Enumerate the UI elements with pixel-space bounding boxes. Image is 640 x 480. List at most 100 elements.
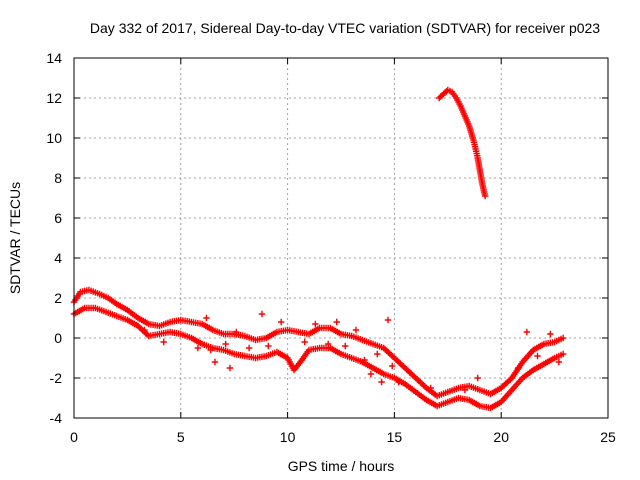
data-point xyxy=(85,286,93,294)
y-tick-label: -2 xyxy=(50,370,63,386)
data-point xyxy=(455,394,462,402)
data-point xyxy=(92,304,99,312)
data-point xyxy=(145,320,152,328)
x-axis-title: GPS time / hours xyxy=(288,458,395,474)
data-point xyxy=(252,354,259,362)
data-point xyxy=(124,306,131,314)
data-point xyxy=(297,358,304,366)
y-tick-labels: -4 -2 0 2 4 6 8 10 12 14 xyxy=(46,50,62,426)
data-point xyxy=(258,310,266,318)
data-point xyxy=(273,328,281,336)
data-point xyxy=(194,344,202,352)
y-tick-label: 2 xyxy=(54,290,62,306)
data-point xyxy=(348,332,355,340)
data-point xyxy=(301,338,308,346)
y-tick-label: 0 xyxy=(54,330,62,346)
data-point xyxy=(222,340,229,348)
data-point xyxy=(427,384,434,392)
data-point xyxy=(124,316,131,324)
data-point xyxy=(559,350,567,358)
data-point xyxy=(241,332,249,340)
data-point xyxy=(461,386,469,394)
data-point xyxy=(290,366,298,374)
data-point xyxy=(457,102,464,110)
data-point xyxy=(252,336,259,344)
data-point xyxy=(551,354,558,362)
data-point xyxy=(352,326,360,334)
data-point xyxy=(316,344,323,352)
data-point xyxy=(156,322,163,330)
data-point xyxy=(220,346,227,354)
data-point xyxy=(476,386,484,394)
x-tick-label: 0 xyxy=(70,429,78,445)
data-point xyxy=(198,320,206,328)
data-point xyxy=(559,334,567,342)
data-point xyxy=(444,398,451,406)
data-point xyxy=(444,86,451,94)
y-tick-label: -4 xyxy=(50,410,63,426)
data-point xyxy=(440,90,447,98)
data-point xyxy=(508,386,516,394)
data-point xyxy=(369,364,377,372)
data-point xyxy=(470,136,477,144)
data-point xyxy=(412,374,419,382)
data-point xyxy=(412,388,419,396)
data-point xyxy=(263,334,270,342)
y-tick-label: 8 xyxy=(54,170,62,186)
data-point xyxy=(540,340,548,348)
data-point xyxy=(401,364,409,372)
data-point xyxy=(81,304,88,312)
data-point xyxy=(555,358,563,366)
data-point xyxy=(104,294,112,302)
data-point xyxy=(113,300,120,308)
data-point xyxy=(433,402,441,410)
data-point xyxy=(177,316,184,324)
data-point xyxy=(145,332,152,340)
data-point xyxy=(327,344,334,352)
data-point xyxy=(380,370,387,378)
data-point xyxy=(508,374,516,382)
data-point xyxy=(498,384,505,392)
data-point xyxy=(77,288,84,296)
axis-ticks xyxy=(73,57,609,419)
x-tick-labels: 0 5 10 15 20 25 xyxy=(70,429,616,445)
data-point xyxy=(519,374,526,382)
data-point xyxy=(474,154,481,162)
data-point xyxy=(395,378,402,386)
data-point xyxy=(226,364,234,372)
data-point xyxy=(436,94,443,102)
data-point xyxy=(265,342,272,350)
data-point xyxy=(160,338,167,346)
data-point xyxy=(374,350,381,358)
y-tick-label: 12 xyxy=(46,90,62,106)
data-point xyxy=(342,342,349,350)
data-point xyxy=(433,392,441,400)
data-point xyxy=(134,314,142,322)
data-point xyxy=(551,338,558,346)
data-point xyxy=(384,316,392,324)
data-point xyxy=(102,308,110,316)
data-point xyxy=(166,318,174,326)
data-point xyxy=(465,382,473,390)
data-point xyxy=(188,318,195,326)
data-point xyxy=(305,330,313,338)
y-tick-label: 10 xyxy=(46,130,62,146)
data-point xyxy=(207,346,214,354)
x-tick-label: 5 xyxy=(177,429,185,445)
data-point xyxy=(316,324,323,332)
data-point xyxy=(231,350,238,358)
data-point xyxy=(203,314,210,322)
data-point xyxy=(295,328,302,336)
data-point xyxy=(444,388,451,396)
grid-lines xyxy=(74,58,608,418)
data-point xyxy=(273,348,281,356)
data-point xyxy=(233,328,240,336)
data-point xyxy=(220,330,227,338)
data-point xyxy=(401,380,409,388)
data-point xyxy=(476,166,484,174)
data-point xyxy=(156,330,163,338)
data-point xyxy=(465,122,473,130)
data-point xyxy=(540,360,548,368)
data-point xyxy=(461,112,469,120)
data-point xyxy=(359,336,366,344)
